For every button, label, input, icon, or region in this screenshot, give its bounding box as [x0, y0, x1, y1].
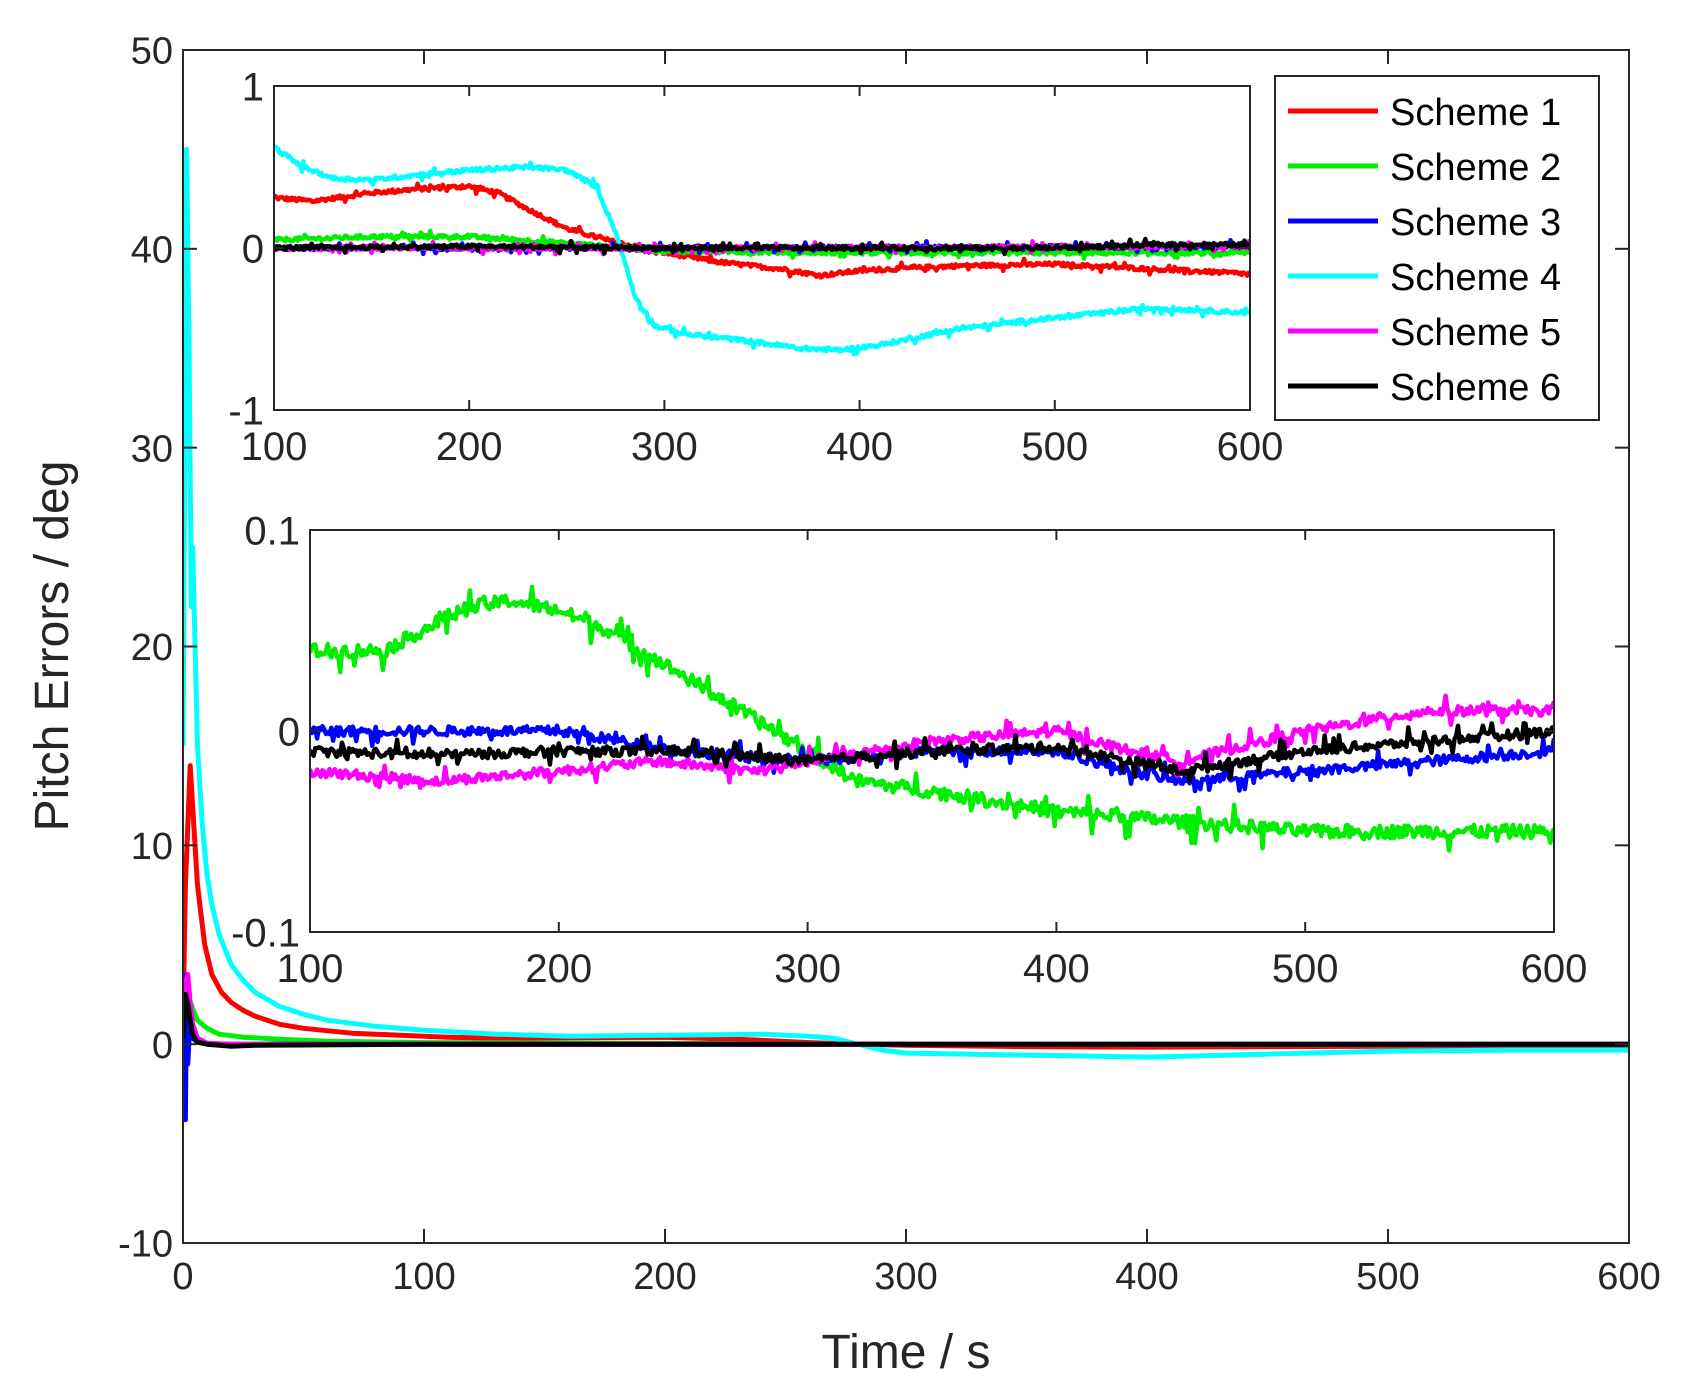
inset-lower-x-tick-label: 100 — [277, 947, 344, 991]
main-x-tick-label: 100 — [392, 1256, 455, 1298]
inset-lower-x-tick-label: 200 — [525, 947, 592, 991]
inset-lower-y-tick-label: 0.1 — [244, 509, 300, 553]
inset-upper-y-tick-label: 1 — [242, 65, 264, 109]
main-y-tick-label: 0 — [152, 1025, 173, 1067]
main-y-tick-label: 50 — [131, 31, 173, 73]
legend: Scheme 1 Scheme 2 Scheme 3 Scheme 4 Scheme 5… — [1274, 75, 1600, 421]
inset-upper-series-lines — [274, 144, 1250, 357]
inset-upper-ticks: 100 200 300 400 500 600 -1 0 1 — [228, 65, 1283, 469]
inset-lower-x-tick-label: 400 — [1023, 947, 1090, 991]
legend-label-scheme-4: Scheme 4 — [1390, 257, 1561, 299]
main-x-tick-label: 0 — [172, 1256, 193, 1298]
main-y-axis-label: Pitch Errors / deg — [26, 461, 79, 832]
inset-upper-series-scheme-4 — [274, 144, 1250, 357]
inset-upper-x-tick-label: 600 — [1217, 425, 1284, 469]
inset-lower-series-scheme-5 — [310, 693, 1554, 790]
main-x-tick-label: 300 — [874, 1256, 937, 1298]
inset-lower-y-tick-label: 0 — [278, 710, 300, 754]
inset-upper-x-tick-label: 100 — [241, 425, 308, 469]
legend-label-scheme-5: Scheme 5 — [1390, 312, 1561, 354]
main-y-tick-label: -10 — [118, 1224, 173, 1266]
legend-box — [1274, 75, 1600, 421]
main-series-lines — [183, 146, 1629, 1123]
inset-upper-y-tick-label: -1 — [228, 389, 264, 433]
inset-lower-series-lines — [310, 584, 1554, 853]
main-y-tick-label: 30 — [131, 428, 173, 470]
inset-upper-y-tick-label: 0 — [242, 227, 264, 271]
inset-lower-x-tick-label: 600 — [1521, 947, 1588, 991]
main-x-axis-label: Time / s — [822, 1326, 991, 1379]
legend-label-scheme-3: Scheme 3 — [1390, 202, 1561, 244]
legend-label-scheme-1: Scheme 1 — [1390, 92, 1561, 134]
inset-upper-x-tick-label: 300 — [631, 425, 698, 469]
main-series-scheme-4 — [183, 146, 1629, 1060]
main-y-tick-label: 10 — [131, 826, 173, 868]
inset-lower-series-scheme-6 — [310, 720, 1554, 783]
inset-lower-series-scheme-2 — [310, 584, 1554, 853]
inset-lower-ticks: 100 200 300 400 500 600 -0.1 0 0.1 — [231, 509, 1587, 991]
main-x-tick-label: 400 — [1115, 1256, 1178, 1298]
legend-label-scheme-6: Scheme 6 — [1390, 367, 1561, 409]
inset-upper-x-tick-label: 200 — [436, 425, 503, 469]
inset-upper-series-scheme-2 — [274, 228, 1250, 261]
inset-lower-x-tick-label: 300 — [774, 947, 841, 991]
inset-upper-series-scheme-6 — [274, 236, 1250, 257]
inset-upper-plot: 100 200 300 400 500 600 -1 0 1 — [228, 65, 1283, 469]
inset-upper-series-scheme-1 — [274, 181, 1250, 280]
inset-upper-x-tick-label: 500 — [1021, 425, 1088, 469]
main-x-tick-label: 600 — [1597, 1256, 1660, 1298]
inset-upper-x-tick-label: 400 — [826, 425, 893, 469]
main-y-tick-label: 40 — [131, 230, 173, 272]
inset-lower-y-tick-label: -0.1 — [231, 911, 300, 955]
legend-label-scheme-2: Scheme 2 — [1390, 147, 1561, 189]
inset-lower-x-tick-label: 500 — [1272, 947, 1339, 991]
inset-lower-plot: 100 200 300 400 500 600 -0.1 0 0.1 — [231, 509, 1587, 991]
main-x-tick-label: 500 — [1356, 1256, 1419, 1298]
main-y-tick-label: 20 — [131, 627, 173, 669]
main-x-tick-label: 200 — [633, 1256, 696, 1298]
main-series-scheme-6 — [183, 992, 1629, 1049]
